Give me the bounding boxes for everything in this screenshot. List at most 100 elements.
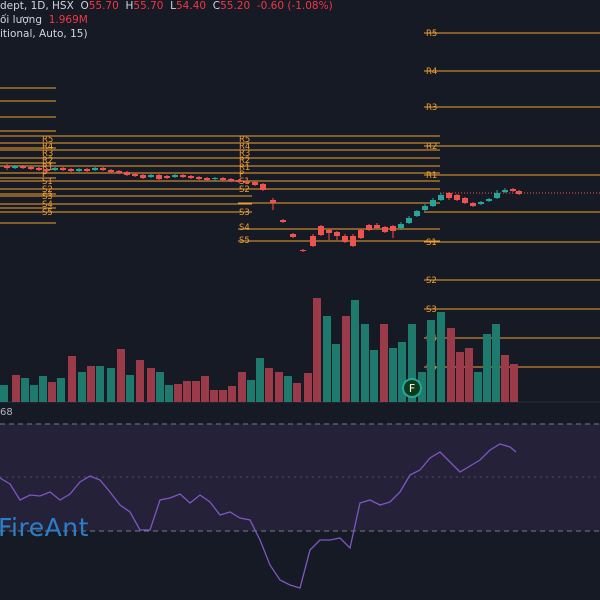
candle-body: [310, 236, 316, 246]
pivot-label-g3: R5: [426, 29, 437, 39]
candle-body: [358, 230, 364, 238]
candle-body: [244, 181, 250, 183]
pivot-indicator-legend[interactable]: itional, Auto, 15): [0, 28, 88, 40]
candle-body: [124, 172, 130, 175]
volume-bar: [156, 372, 164, 402]
volume-bar: [96, 366, 104, 402]
volume-bar: [210, 390, 218, 402]
open-label: O: [80, 0, 89, 12]
candle-body: [446, 193, 452, 198]
pivot-label-g2: S4: [239, 223, 250, 233]
low-value: 54.40: [176, 0, 207, 12]
candle-body: [414, 211, 420, 216]
candle-body: [52, 168, 58, 170]
pivot-label-g2: R5: [239, 135, 250, 145]
pivot-label-g1: R4: [42, 142, 53, 152]
pivot-label-g1: S5: [42, 208, 53, 218]
pivot-label-g1: R3: [42, 149, 53, 159]
candle-body: [326, 230, 332, 233]
volume-bar: [39, 376, 47, 402]
candle-body: [270, 200, 276, 203]
volume-bar: [342, 316, 350, 402]
candle-body: [28, 167, 34, 169]
earnings-event-label: F: [409, 382, 415, 395]
volume-bar: [192, 381, 200, 402]
rsi-value-label: 68: [0, 407, 13, 418]
candle-body: [12, 166, 18, 168]
candle-body: [300, 250, 306, 251]
candle-body: [116, 171, 122, 173]
candle-body: [108, 170, 114, 172]
volume-bar: [370, 350, 378, 402]
candle-body: [84, 169, 90, 171]
candle-body: [212, 178, 218, 179]
close-value: 55.20: [220, 0, 251, 12]
volume-bar: [275, 372, 283, 402]
candle-body: [406, 218, 412, 223]
volume-bar: [437, 312, 445, 402]
candle-body: [148, 175, 154, 177]
pivot-label-g1: S1: [42, 177, 53, 187]
volume-bar: [332, 344, 340, 402]
pivot-label-g1: R1: [42, 163, 53, 173]
candle-body: [398, 224, 404, 228]
pivot-label-g3: R1: [426, 171, 437, 181]
volume-bar: [183, 381, 191, 402]
candle-body: [390, 226, 396, 231]
pivot-label-g3: S3: [426, 305, 437, 315]
pivot-label-g2: R4: [239, 142, 250, 152]
pivot-label-g1: R2: [42, 156, 53, 166]
volume-bar: [219, 390, 227, 402]
candle-body: [454, 195, 460, 200]
volume-bar: [48, 382, 56, 402]
candle-body: [366, 225, 372, 230]
volume-bar: [126, 375, 134, 402]
pivot-label-g1: S3: [42, 192, 53, 202]
candle-body: [430, 200, 436, 206]
candle-body: [172, 175, 178, 177]
candle-body: [510, 189, 516, 191]
candle-body: [486, 199, 492, 201]
pivot-label-g2: P: [239, 170, 244, 180]
pivot-label-g3: R4: [426, 67, 437, 77]
volume-bar: [351, 300, 359, 402]
candle-body: [36, 168, 42, 170]
candle-body: [132, 174, 138, 176]
pivot-label-g1: P: [42, 170, 47, 180]
volume-bar: [247, 380, 255, 402]
pivot-label-g3: R3: [426, 103, 437, 113]
volume-bar: [174, 384, 182, 402]
volume-bar: [304, 373, 312, 402]
volume-bar: [228, 386, 236, 402]
volume-bar: [0, 385, 8, 402]
candle-body: [290, 234, 296, 237]
volume-bar: [483, 334, 491, 402]
candle-body: [516, 191, 522, 194]
volume-bar: [492, 324, 500, 402]
candle-body: [252, 182, 258, 185]
candle-body: [196, 177, 202, 179]
volume-label: ối lượng: [0, 14, 42, 26]
candle-body: [164, 176, 170, 178]
pivot-label-g2: S2: [239, 185, 250, 195]
candle-body: [318, 226, 324, 235]
pivot-label-g1: R5: [42, 135, 53, 145]
volume-bar: [147, 368, 155, 402]
pivot-label-g1: S2: [42, 185, 53, 195]
volume-bar: [447, 328, 455, 402]
candle-body: [462, 198, 468, 203]
volume-bar: [238, 372, 246, 402]
candle-body: [334, 232, 340, 236]
candle-body: [204, 178, 210, 180]
high-value: 55.70: [133, 0, 164, 12]
volume-bar: [265, 368, 273, 402]
symbol-title: dept, 1D, HSX: [0, 0, 74, 12]
pivot-label-g2: S5: [239, 236, 250, 246]
volume-bar: [408, 324, 416, 402]
pivot-indicator-label: itional, Auto, 15): [0, 28, 88, 40]
candle-body: [92, 168, 98, 170]
volume-bar: [57, 378, 65, 402]
volume-bar: [21, 378, 29, 402]
